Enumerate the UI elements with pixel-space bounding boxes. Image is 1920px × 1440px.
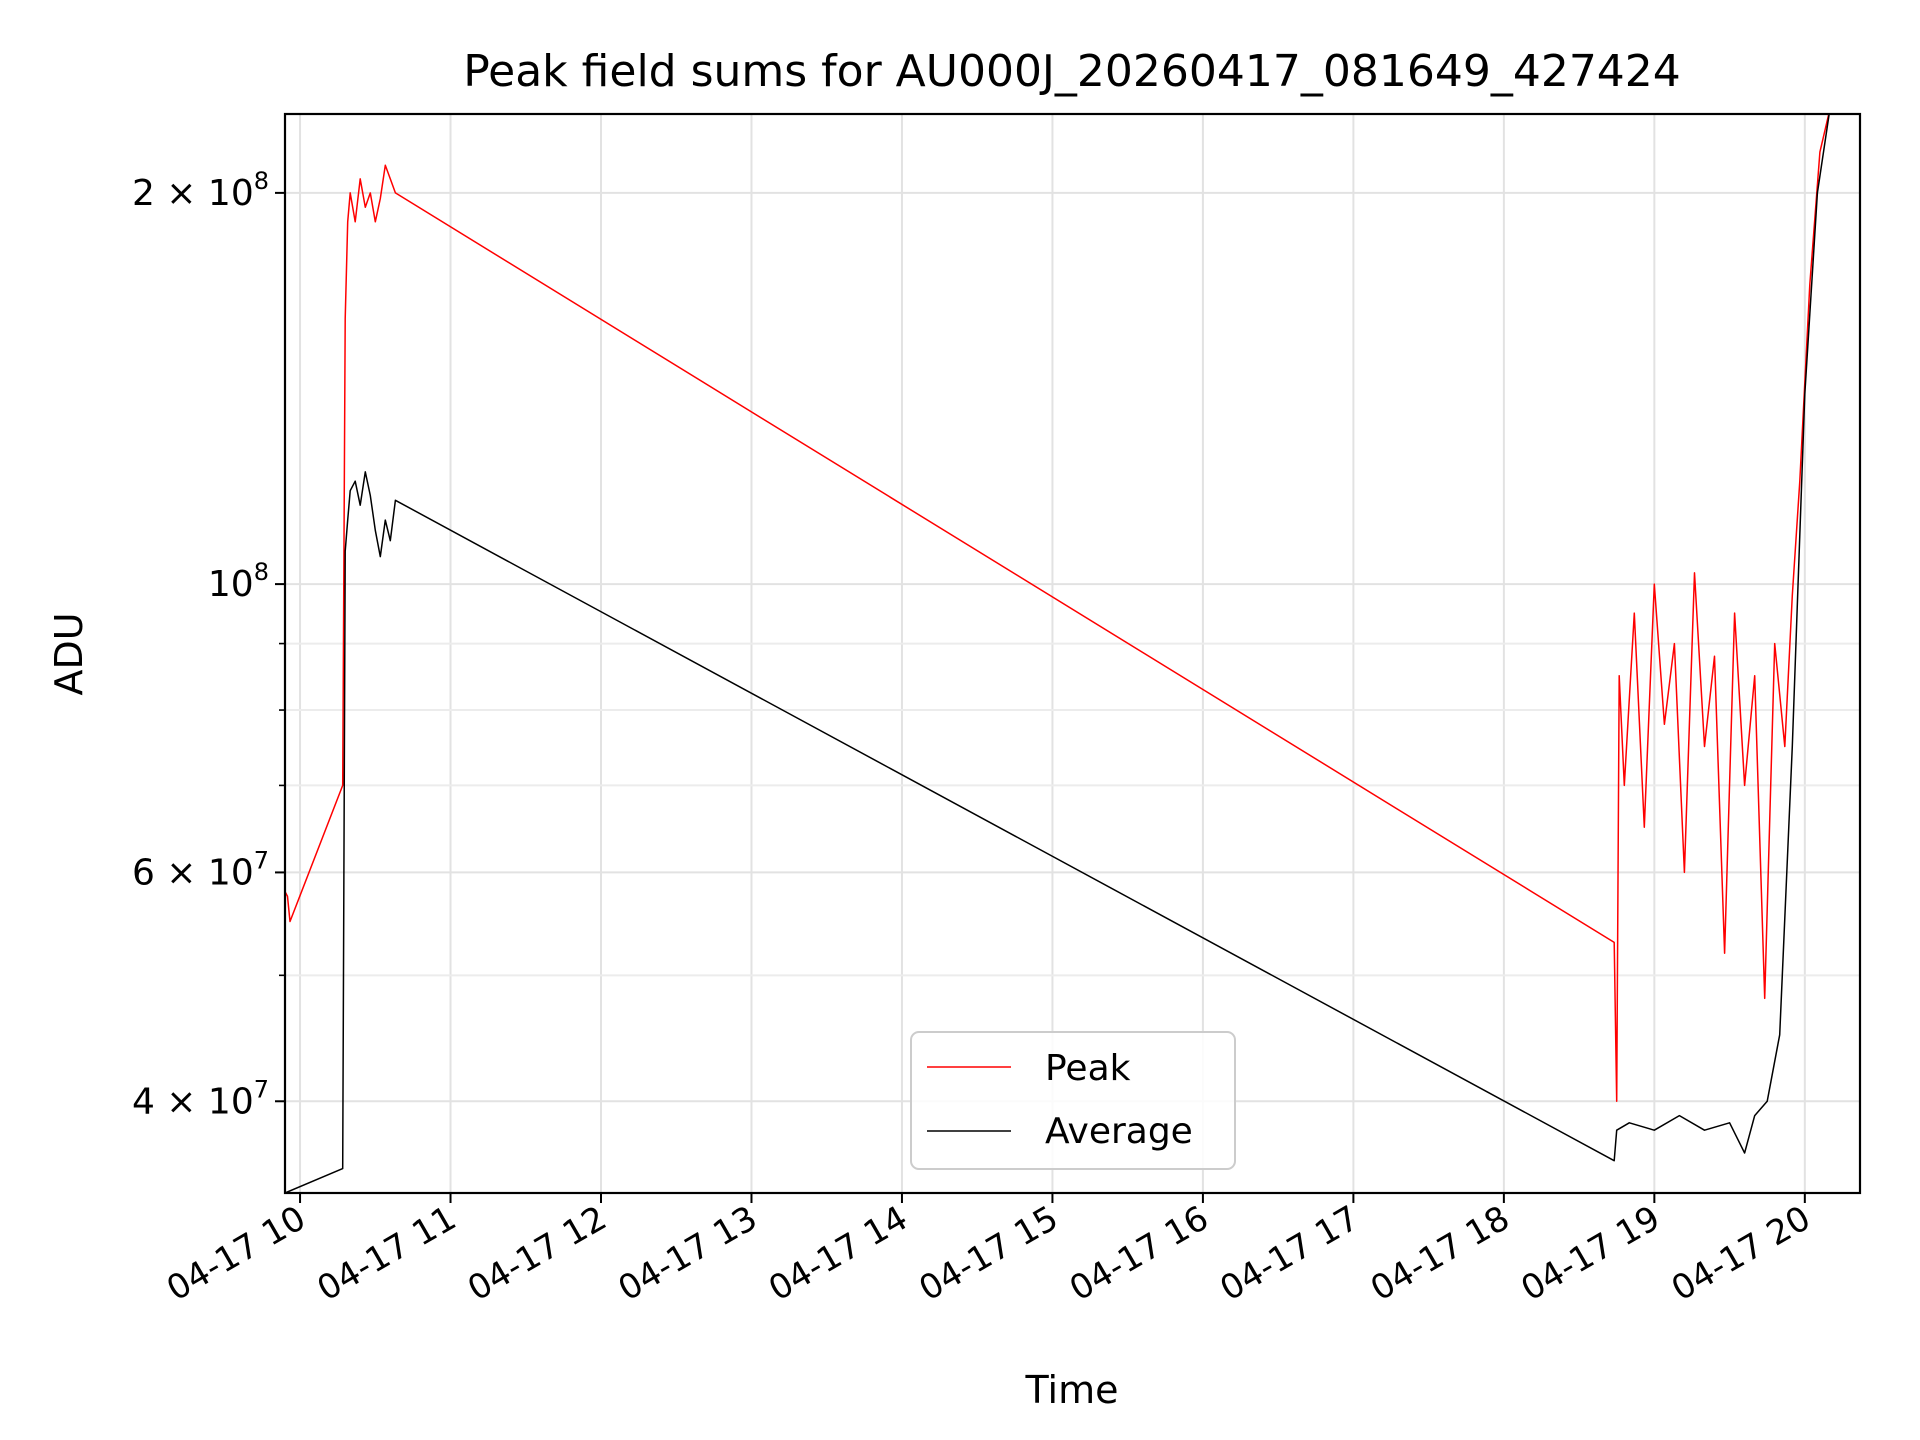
y-tick-label: 4 × 107	[132, 1075, 269, 1122]
series-layer	[285, 114, 1830, 1193]
plot-frame	[283, 112, 1862, 1195]
chart-title: Peak field sums for AU000J_20260417_0816…	[463, 46, 1681, 97]
legend-peak-label: Peak	[1045, 1048, 1131, 1089]
y-tick-label: 6 × 107	[132, 846, 269, 893]
legend: Peak Average	[910, 1031, 1236, 1170]
y-axis-ticks: 4 × 107 6 × 107 108 2 × 108	[132, 167, 285, 1122]
y-tick-label: 2 × 108	[132, 167, 269, 214]
grid	[285, 114, 1860, 1193]
series-line-average	[285, 114, 1830, 1193]
series-line-peak	[285, 114, 1830, 1103]
y-axis-label: ADU	[47, 612, 91, 695]
x-axis-label: Time	[1025, 1368, 1119, 1412]
y-tick-label: 108	[208, 558, 269, 605]
legend-average-label: Average	[1045, 1111, 1193, 1152]
